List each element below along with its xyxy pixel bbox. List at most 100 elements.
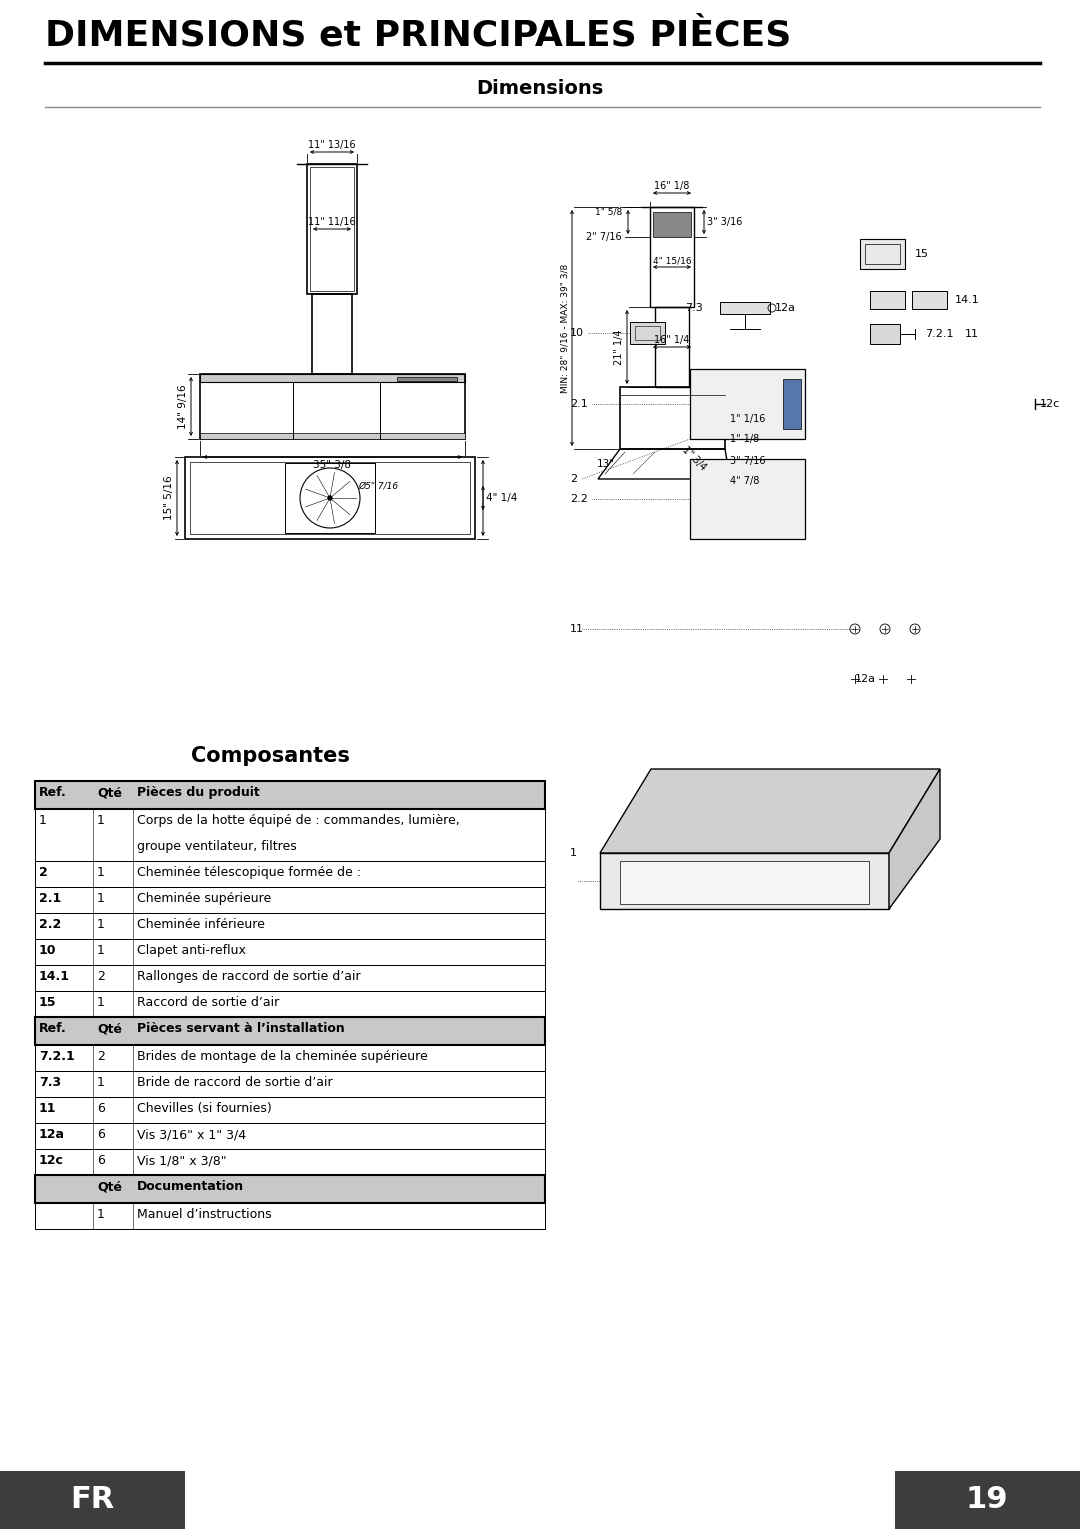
Text: 1: 1: [97, 813, 105, 827]
FancyBboxPatch shape: [860, 239, 905, 269]
Bar: [35, 1122, 545, 1148]
Text: Clapet anti-reflux: Clapet anti-reflux: [137, 943, 246, 957]
Text: 1: 1: [97, 865, 105, 879]
Text: 2.1: 2.1: [39, 891, 62, 905]
Text: 6: 6: [97, 1128, 105, 1141]
Text: 3" 3/16: 3" 3/16: [707, 217, 742, 226]
Text: 2: 2: [97, 1050, 105, 1063]
Text: 2: 2: [39, 865, 48, 879]
Text: Rallonges de raccord de sortie d’air: Rallonges de raccord de sortie d’air: [137, 969, 361, 983]
Bar: [720, 303, 770, 313]
Text: 2.1: 2.1: [570, 399, 588, 408]
Text: Qté: Qté: [97, 786, 122, 800]
Bar: [35, 781, 545, 809]
Text: 21" 1/4: 21" 1/4: [615, 329, 624, 365]
Text: groupe ventilateur, filtres: groupe ventilateur, filtres: [137, 839, 297, 853]
Text: Qté: Qté: [97, 1180, 122, 1193]
Text: 1" 1/8: 1" 1/8: [730, 434, 759, 443]
Text: 15" 5/16: 15" 5/16: [164, 476, 174, 520]
Text: 12a: 12a: [775, 303, 796, 313]
Text: 1" 3/4: 1" 3/4: [680, 445, 707, 472]
Text: 1: 1: [97, 1208, 105, 1222]
Bar: [635, 326, 660, 339]
Bar: [285, 463, 375, 534]
Bar: [35, 1044, 545, 1070]
Text: 11: 11: [39, 1102, 56, 1115]
Bar: [200, 375, 465, 382]
Text: 6: 6: [97, 1154, 105, 1167]
Bar: [35, 1017, 545, 1044]
Text: 14.1: 14.1: [955, 295, 980, 304]
Text: 2.2: 2.2: [570, 494, 588, 505]
Text: 1" 1/16: 1" 1/16: [730, 414, 766, 424]
Text: 14" 9/16: 14" 9/16: [178, 385, 188, 430]
Text: 1: 1: [97, 1076, 105, 1089]
Bar: [35, 1096, 545, 1122]
Bar: [35, 809, 545, 861]
Text: 12c: 12c: [1040, 399, 1061, 408]
Text: 16" 1/4: 16" 1/4: [654, 335, 690, 346]
Bar: [35, 913, 545, 939]
Bar: [870, 324, 900, 344]
Text: Composantes: Composantes: [190, 746, 350, 766]
Bar: [700, 390, 718, 394]
Polygon shape: [600, 769, 940, 853]
Text: 1: 1: [97, 943, 105, 957]
Text: 7.2.1: 7.2.1: [39, 1050, 75, 1063]
Text: 1: 1: [97, 995, 105, 1009]
Text: 1: 1: [39, 813, 46, 827]
Text: 4" 15/16: 4" 15/16: [652, 255, 691, 265]
Text: 11" 11/16: 11" 11/16: [308, 217, 355, 226]
Text: 2" 7/16: 2" 7/16: [586, 232, 622, 242]
Bar: [35, 939, 545, 965]
Polygon shape: [620, 861, 869, 904]
Text: 6: 6: [97, 1102, 105, 1115]
Text: 1" 5/8: 1" 5/8: [595, 208, 622, 217]
Text: Ref.: Ref.: [39, 1021, 67, 1035]
Bar: [200, 375, 465, 439]
Bar: [630, 323, 665, 344]
Text: 19: 19: [966, 1486, 1009, 1515]
Text: Brides de montage de la cheminée supérieure: Brides de montage de la cheminée supérie…: [137, 1050, 428, 1063]
Text: 12c: 12c: [39, 1154, 64, 1167]
Bar: [185, 457, 475, 540]
Text: Pièces du produit: Pièces du produit: [137, 786, 260, 800]
Text: 15: 15: [39, 995, 56, 1009]
Bar: [0, 1471, 185, 1529]
Text: 1: 1: [570, 849, 577, 858]
Bar: [654, 307, 689, 387]
Text: Manuel d’instructions: Manuel d’instructions: [137, 1208, 272, 1222]
Bar: [653, 213, 691, 237]
Text: 14.1: 14.1: [39, 969, 70, 983]
Text: 3" 7/16: 3" 7/16: [730, 456, 766, 466]
Text: 15: 15: [915, 249, 929, 258]
Text: 2: 2: [97, 969, 105, 983]
Bar: [35, 991, 545, 1017]
Text: Corps de la hotte équipé de : commandes, lumière,: Corps de la hotte équipé de : commandes,…: [137, 813, 460, 827]
Bar: [310, 167, 354, 291]
Bar: [35, 965, 545, 991]
Text: Cheminée supérieure: Cheminée supérieure: [137, 891, 271, 905]
Text: Qté: Qté: [97, 1021, 122, 1035]
Bar: [190, 462, 470, 534]
Text: DIMENSIONS et PRINCIPALES PIÈCES: DIMENSIONS et PRINCIPALES PIÈCES: [45, 18, 792, 54]
Text: 12a: 12a: [855, 674, 876, 683]
Text: 10: 10: [570, 329, 584, 338]
Text: 13": 13": [597, 459, 615, 469]
Bar: [783, 379, 801, 430]
Bar: [35, 1203, 545, 1229]
Text: Vis 3/16" x 1" 3/4: Vis 3/16" x 1" 3/4: [137, 1128, 246, 1141]
Text: 1: 1: [97, 917, 105, 931]
Bar: [312, 294, 352, 375]
Text: Pièces servant à l’installation: Pièces servant à l’installation: [137, 1021, 345, 1035]
Bar: [35, 1148, 545, 1174]
Polygon shape: [600, 853, 889, 910]
Bar: [870, 291, 905, 309]
Text: 10: 10: [39, 943, 56, 957]
Bar: [200, 433, 465, 439]
Bar: [912, 291, 947, 309]
Text: Ref.: Ref.: [39, 786, 67, 800]
Text: FR: FR: [70, 1486, 114, 1515]
Text: Raccord de sortie d’air: Raccord de sortie d’air: [137, 995, 280, 1009]
Text: 2.2: 2.2: [39, 917, 62, 931]
